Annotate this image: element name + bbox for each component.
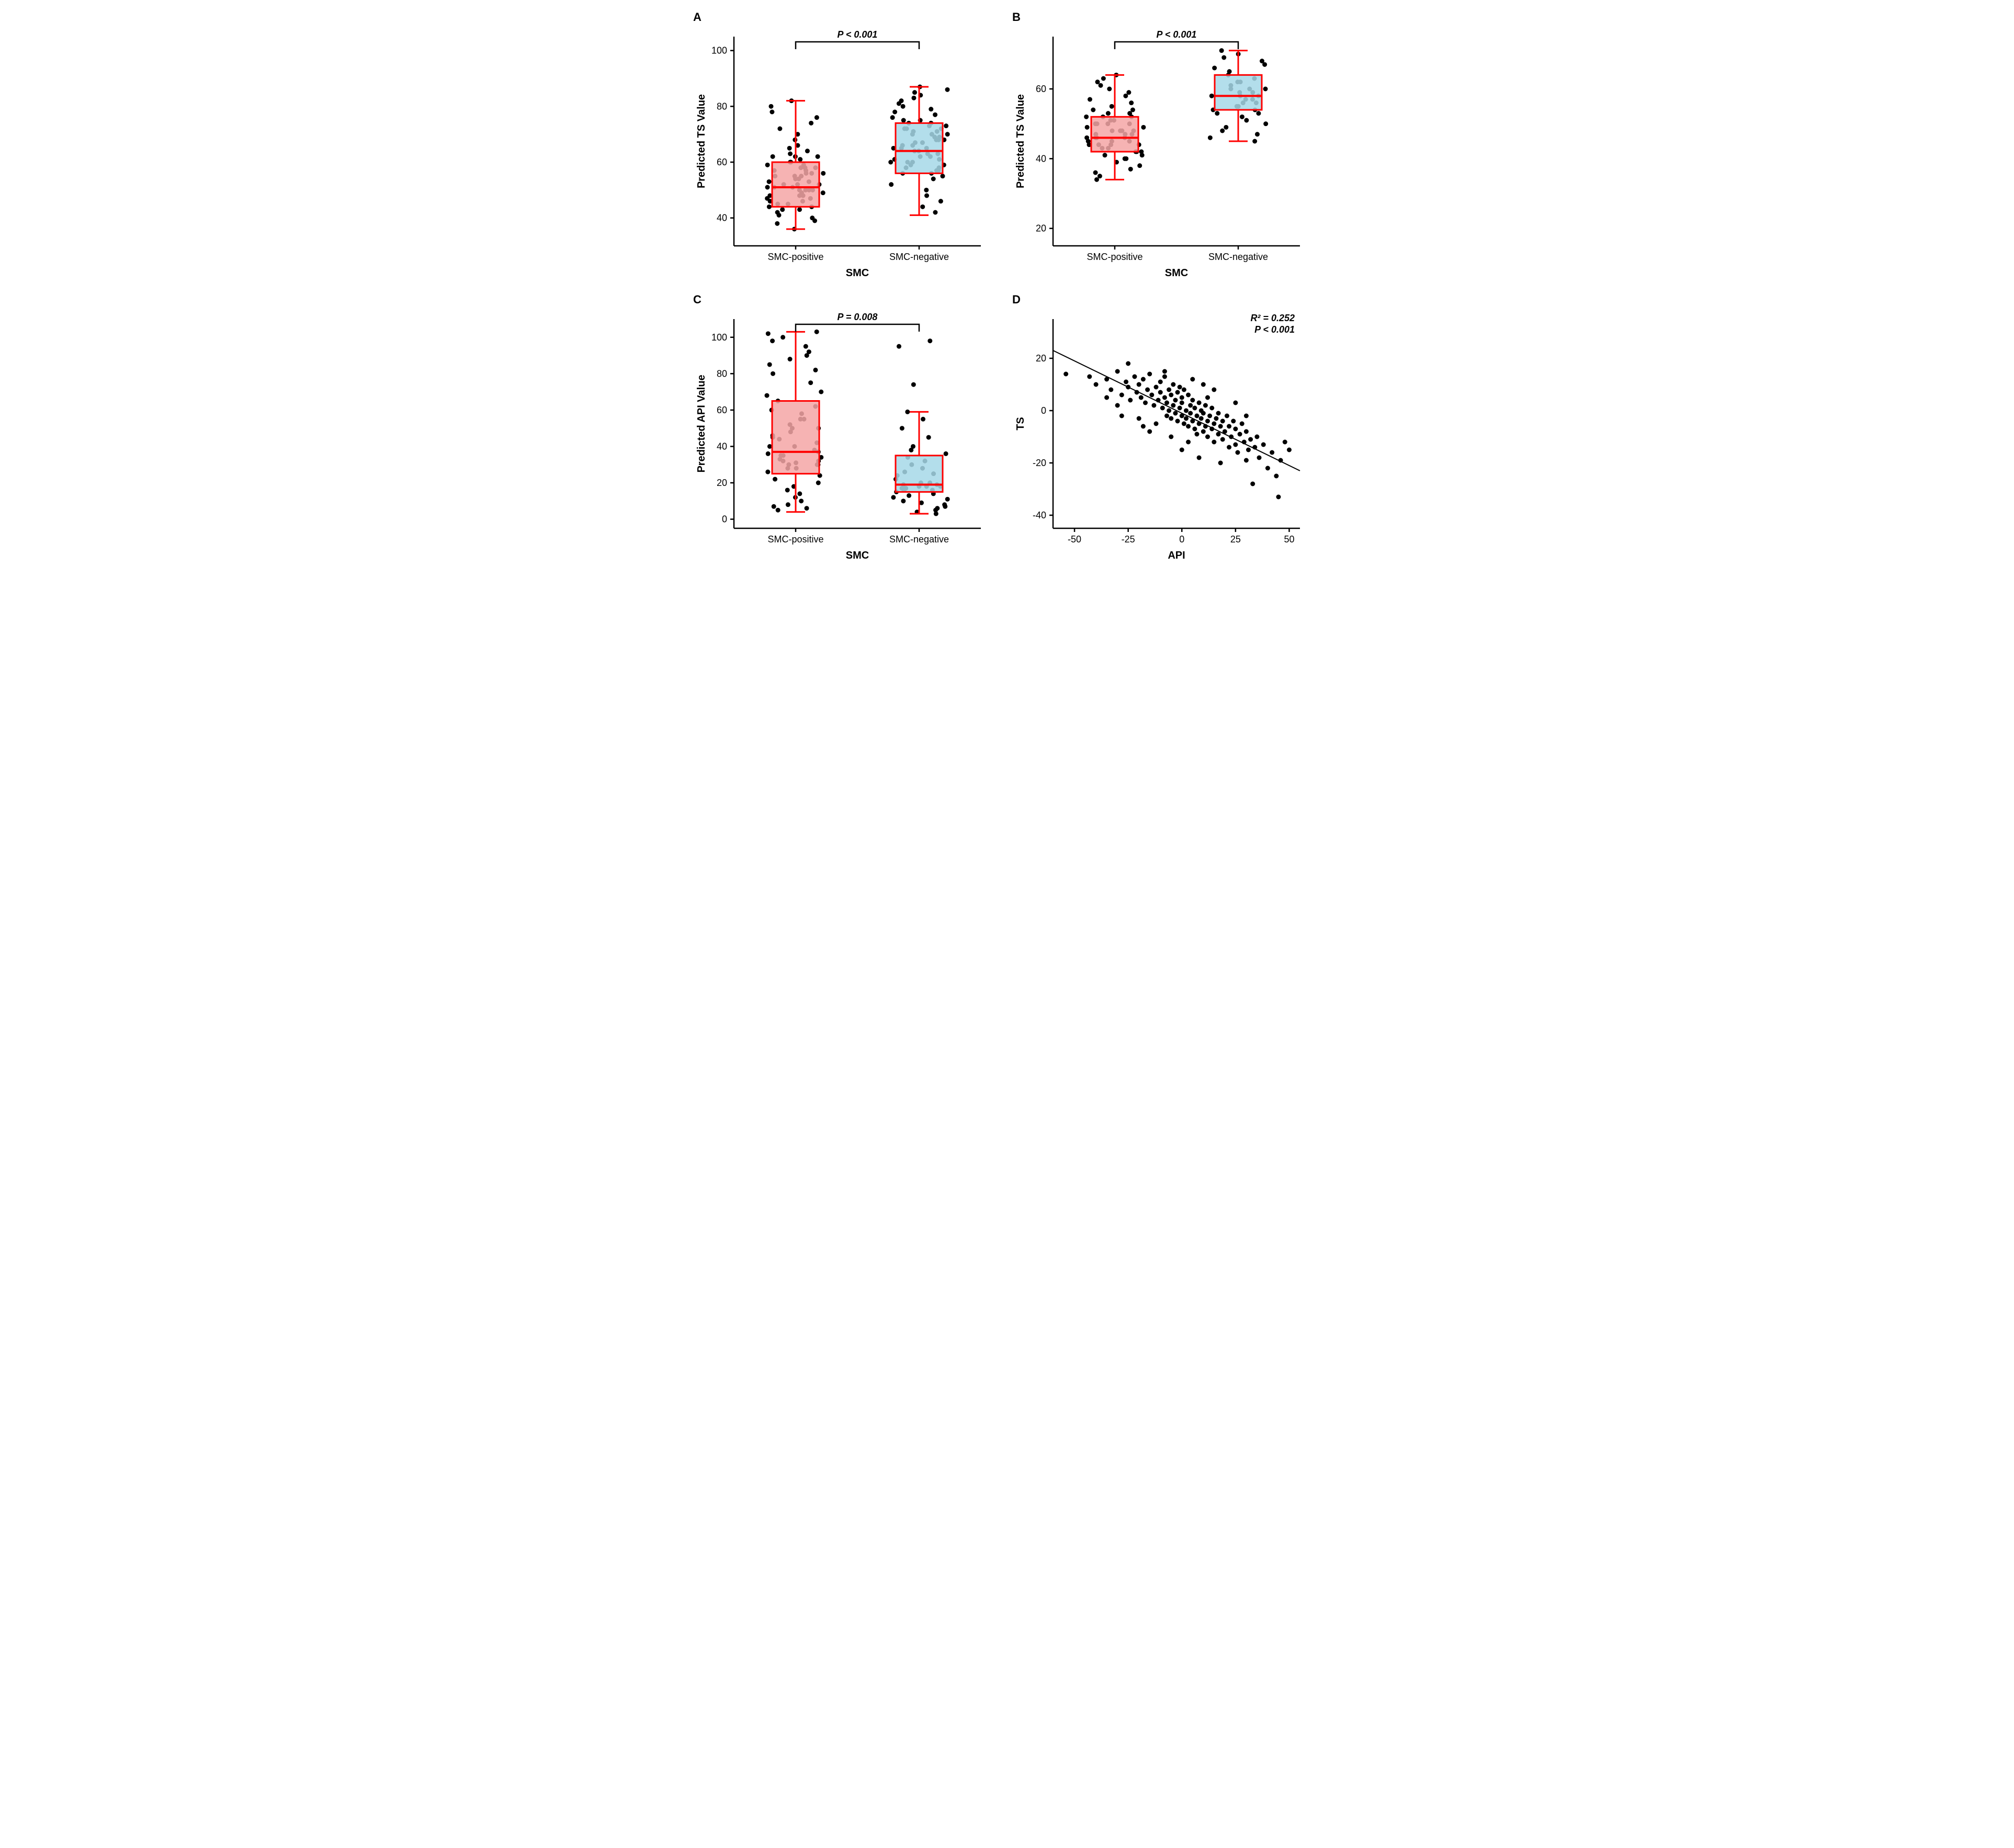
- category-label: SMC-positive: [1087, 252, 1142, 262]
- ytick-label: 20: [1036, 223, 1046, 234]
- y-axis-label: Predicted TS Value: [696, 94, 707, 188]
- y-axis-label: Predicted API Value: [696, 375, 707, 472]
- xtick-label: 25: [1230, 534, 1241, 545]
- panel-A: A 40 60 80 100 SMC-positive SMC-negative Predic…: [693, 10, 1002, 282]
- panel-label: C: [693, 293, 701, 307]
- x-axis-label: SMC: [846, 267, 869, 279]
- panel-label: A: [693, 10, 701, 24]
- panel-label: B: [1012, 10, 1021, 24]
- pvalue-label: P = 0.008: [838, 312, 878, 322]
- ytick-label: -20: [1033, 458, 1046, 468]
- y-axis-label: Predicted TS Value: [1015, 94, 1026, 188]
- stats-label: P < 0.001: [1254, 324, 1295, 335]
- stats-label: R² = 0.252: [1250, 313, 1295, 323]
- category-label: SMC-positive: [767, 252, 823, 262]
- category-label: SMC-negative: [889, 252, 949, 262]
- ytick-label: 80: [717, 368, 727, 379]
- ytick-label: 0: [1041, 405, 1046, 416]
- scatter-D: -40 -20 0 20 -50 -25 0 25 50 TS API R² = 0.252P < 0…: [1012, 293, 1310, 565]
- xtick-label: 0: [1179, 534, 1184, 545]
- ytick-label: 80: [717, 101, 727, 111]
- x-axis-label: SMC: [1165, 267, 1188, 279]
- ytick-label: 60: [1036, 84, 1046, 94]
- ytick-label: 20: [1036, 353, 1046, 364]
- x-axis-label: SMC: [846, 550, 869, 561]
- ytick-label: 40: [717, 441, 727, 451]
- ytick-label: 60: [717, 157, 727, 167]
- ytick-label: 20: [717, 478, 727, 488]
- ytick-label: 60: [717, 405, 727, 415]
- ytick-label: -40: [1033, 510, 1046, 520]
- category-label: SMC-negative: [1208, 252, 1268, 262]
- ytick-label: 100: [711, 46, 727, 56]
- panel-B: B 20 40 60 SMC-positive SMC-negative Predicted…: [1012, 10, 1321, 282]
- boxplot-B: 20 40 60 SMC-positive SMC-negative Predicted …: [1012, 10, 1310, 282]
- panel-label: D: [1012, 293, 1021, 307]
- ytick-label: 40: [1036, 153, 1046, 164]
- xtick-label: -25: [1122, 534, 1135, 545]
- panel-C: C 0 20 40 60 80 100 SMC-positive SMC-negative Pre…: [693, 293, 1002, 565]
- y-axis-label: TS: [1015, 417, 1026, 430]
- ytick-label: 40: [717, 213, 727, 223]
- ytick-label: 0: [722, 514, 727, 525]
- category-label: SMC-positive: [767, 534, 823, 545]
- category-label: SMC-negative: [889, 534, 949, 545]
- boxplot-C: 0 20 40 60 80 100 SMC-positive SMC-negative Pred…: [693, 293, 991, 565]
- pvalue-label: P < 0.001: [838, 29, 878, 40]
- boxplot-A: 40 60 80 100 SMC-positive SMC-negative Predict…: [693, 10, 991, 282]
- xtick-label: 50: [1284, 534, 1294, 545]
- ytick-label: 100: [711, 332, 727, 343]
- x-axis-label: API: [1168, 550, 1185, 561]
- xtick-label: -50: [1068, 534, 1081, 545]
- panel-D: D -40 -20 0 20 -50 -25 0 25 50 TS API R² = 0.252P < …: [1012, 293, 1321, 565]
- pvalue-label: P < 0.001: [1157, 29, 1197, 40]
